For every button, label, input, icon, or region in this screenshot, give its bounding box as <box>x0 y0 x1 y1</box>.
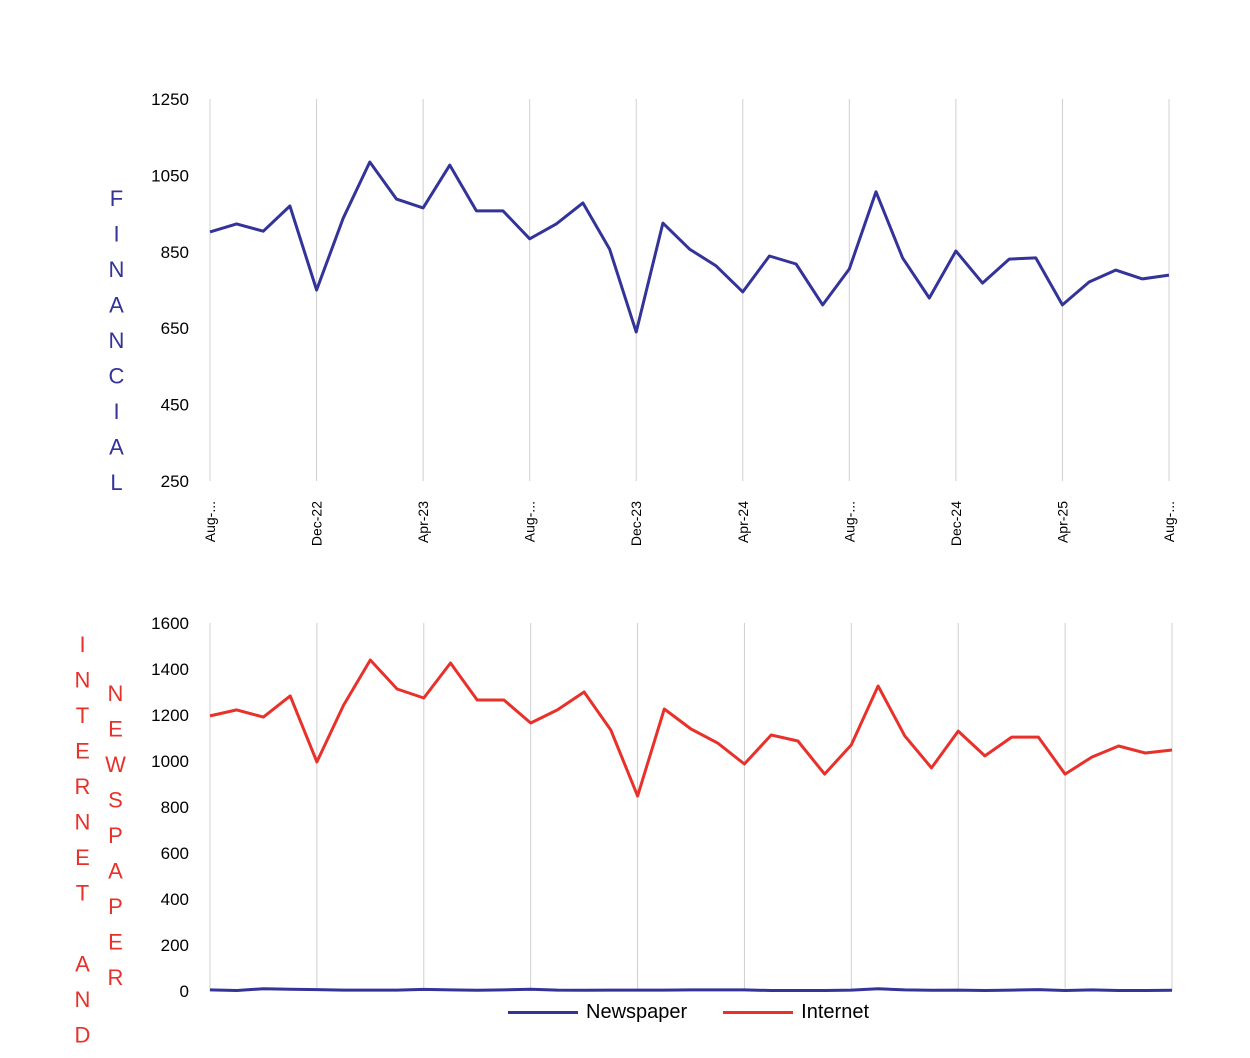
bottom-y-axis-title-newspaper: NEWSPAPER <box>103 681 128 1001</box>
top-y-tick-label: 450 <box>161 396 189 415</box>
bottom-series-internet <box>209 658 1173 798</box>
bottom-y-tick-label: 1200 <box>151 706 189 725</box>
top-series-financial <box>209 160 1170 334</box>
top-x-tick-label: Aug-... <box>202 501 218 542</box>
top-y-tick-label: 850 <box>161 243 189 262</box>
bottom-series-newspaper <box>209 987 1173 992</box>
top-x-tick-label: Aug-... <box>841 501 857 542</box>
bottom-y-tick-label: 1400 <box>151 660 189 679</box>
top-x-tick-label: Apr-24 <box>735 501 751 543</box>
bottom-y-tick-label: 400 <box>161 890 189 909</box>
top-x-tick-label: Dec-24 <box>948 501 964 546</box>
bottom-y-tick-label: 1000 <box>151 752 189 771</box>
top-y-tick-label: 1050 <box>151 166 189 185</box>
top-y-tick-label: 1250 <box>151 90 189 109</box>
bottom-y-axis-title-internet-and: INTERNET AND <box>70 632 95 1058</box>
bottom-y-tick-label: 200 <box>161 936 189 955</box>
top-x-tick-label: Apr-25 <box>1054 501 1070 543</box>
legend-swatch-newspaper <box>508 1011 578 1014</box>
top-y-axis-title: FINANCIAL <box>104 186 129 506</box>
bottom-y-tick-label: 0 <box>180 982 189 1001</box>
top-x-tick-label: Apr-23 <box>415 501 431 543</box>
top-y-tick-label: 250 <box>161 472 189 491</box>
legend-label-internet: Internet <box>801 1001 869 1023</box>
bottom-y-tick-label: 600 <box>161 844 189 863</box>
legend: Newspaper Internet <box>508 1001 905 1024</box>
top-x-tick-label: Aug-... <box>1161 501 1177 542</box>
top-x-tick-label: Dec-22 <box>309 501 325 546</box>
bottom-y-tick-label: 1600 <box>151 614 189 633</box>
bottom-y-tick-label: 800 <box>161 798 189 817</box>
top-x-tick-label: Aug-... <box>522 501 538 542</box>
top-y-tick-label: 650 <box>161 319 189 338</box>
legend-label-newspaper: Newspaper <box>586 1001 688 1023</box>
legend-item-newspaper: Newspaper <box>508 1001 687 1024</box>
legend-item-internet: Internet <box>723 1001 869 1024</box>
top-x-tick-label: Dec-23 <box>628 501 644 546</box>
legend-swatch-internet <box>723 1011 794 1014</box>
